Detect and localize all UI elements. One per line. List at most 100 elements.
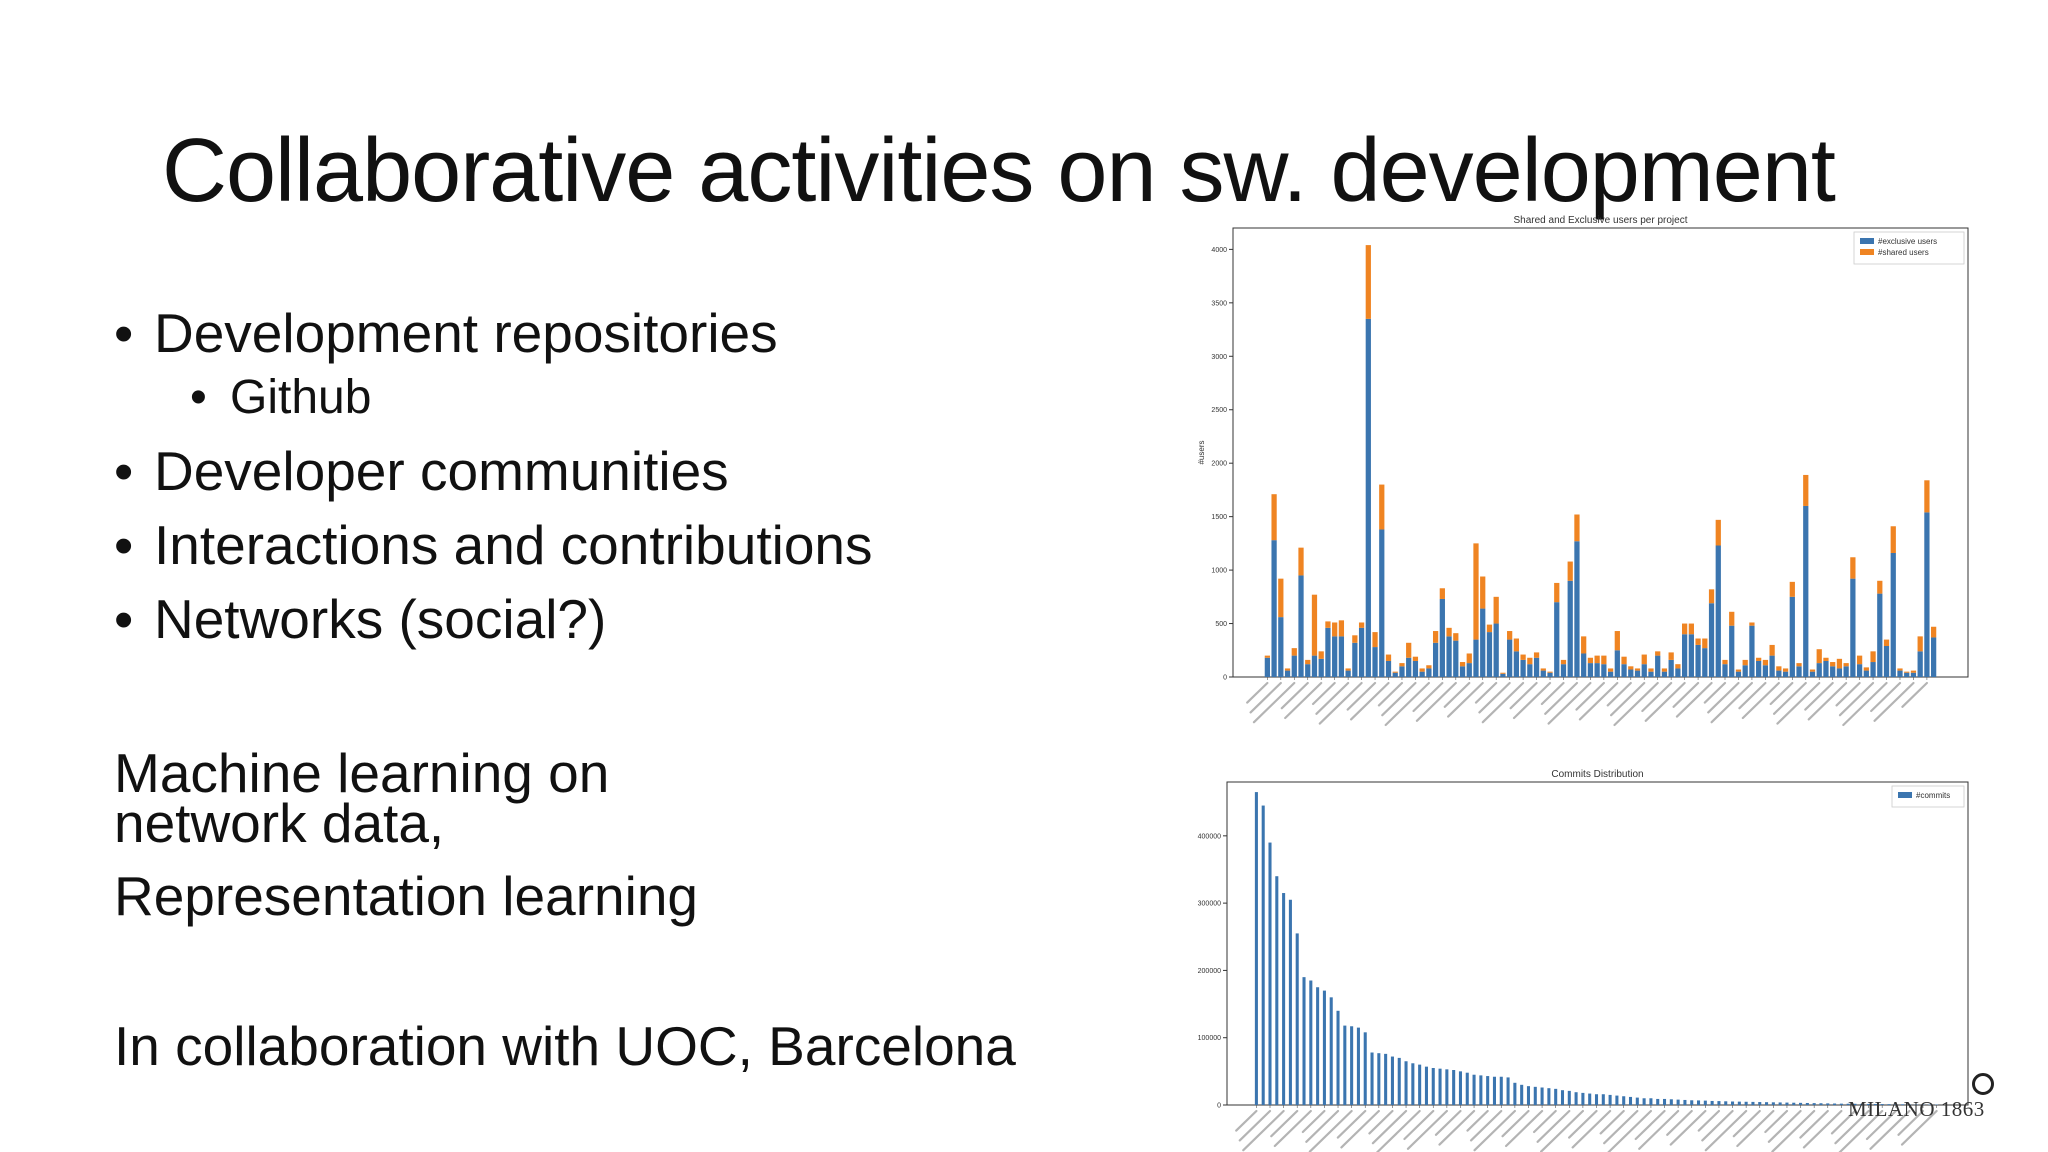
bar-secondary <box>1883 639 1890 646</box>
bar-secondary <box>1863 667 1869 671</box>
x-tick-label-placeholder <box>1873 681 1915 722</box>
x-tick-label-placeholder <box>1466 1109 1489 1132</box>
x-tick-label-placeholder <box>1607 1109 1653 1152</box>
bar-primary <box>1513 1082 1517 1105</box>
legend-label: #shared users <box>1878 248 1929 257</box>
bar-primary <box>1329 997 1333 1105</box>
x-tick-label-placeholder <box>1575 681 1605 711</box>
bar-primary <box>1370 1052 1374 1105</box>
x-tick-label-placeholder <box>1838 1109 1884 1152</box>
x-tick-label-placeholder <box>1474 681 1498 704</box>
bar-secondary <box>1877 580 1883 594</box>
y-axis-label: #users <box>1197 440 1206 464</box>
bar-primary <box>1278 617 1284 677</box>
x-tick-label-placeholder <box>1242 1109 1285 1152</box>
x-tick-label-placeholder <box>1701 1109 1734 1142</box>
bar-primary <box>1901 1104 1905 1105</box>
bar-primary <box>1715 545 1721 677</box>
paragraph-ml-line1: Machine learning on <box>114 742 610 804</box>
bar-primary <box>1385 660 1392 677</box>
bar-secondary <box>1850 557 1856 579</box>
bar-primary <box>1661 671 1668 677</box>
bar-primary <box>1762 665 1769 677</box>
bar-secondary <box>1527 657 1533 665</box>
bar-primary <box>1744 1101 1748 1105</box>
bar-primary <box>1771 1102 1775 1105</box>
bar-primary <box>1809 671 1816 677</box>
x-tick-label-placeholder <box>1802 1109 1843 1149</box>
bar-secondary <box>1291 648 1297 656</box>
bar-primary <box>1656 1098 1660 1105</box>
bar-primary <box>1581 653 1587 677</box>
bar-primary <box>1894 1104 1898 1105</box>
x-tick-label-placeholder <box>1301 1109 1326 1134</box>
x-tick-label-placeholder <box>1767 1109 1802 1143</box>
x-tick-label-placeholder <box>1415 681 1457 722</box>
bar-secondary <box>1655 651 1661 656</box>
bar-secondary <box>1682 623 1688 635</box>
bar-primary <box>1850 578 1856 677</box>
bar-primary <box>1311 655 1318 677</box>
bar-primary <box>1897 670 1903 677</box>
x-tick-label-placeholder <box>1434 1109 1462 1136</box>
bar-secondary <box>1931 626 1937 638</box>
bar-primary <box>1513 651 1519 677</box>
bar-primary <box>1708 603 1715 677</box>
bar-primary <box>1318 658 1324 677</box>
bar-secondary <box>1924 480 1930 513</box>
bar-primary <box>1907 1104 1911 1105</box>
bar-primary <box>1856 664 1863 677</box>
bar-primary <box>1363 1032 1367 1105</box>
bar-primary <box>1765 1102 1769 1105</box>
bar-primary <box>1377 1053 1381 1105</box>
bar-secondary <box>1473 543 1479 640</box>
x-tick-label-placeholder <box>1869 1109 1911 1150</box>
bar-primary <box>1356 1027 1360 1105</box>
bullet-dot: • <box>190 371 207 424</box>
bar-primary <box>1261 805 1265 1105</box>
bar-primary <box>1702 648 1708 677</box>
bar-primary <box>1322 990 1326 1105</box>
x-tick-label-placeholder <box>1280 681 1309 710</box>
bar-primary <box>1676 1099 1680 1105</box>
bar-primary <box>1284 670 1291 677</box>
bar-secondary <box>1614 631 1620 651</box>
bar-secondary <box>1722 659 1728 665</box>
bar-primary <box>1358 627 1365 677</box>
bar-primary <box>1418 1064 1422 1105</box>
bar-primary <box>1805 1102 1809 1105</box>
bar-primary <box>1560 1090 1565 1105</box>
bar-primary <box>1282 893 1286 1105</box>
bar-primary <box>1880 1104 1884 1105</box>
x-tick-label-placeholder <box>1447 681 1484 718</box>
bar-secondary <box>1278 578 1284 618</box>
x-tick-label-placeholder <box>1838 681 1875 717</box>
x-tick-label-placeholder <box>1238 1109 1272 1142</box>
bar-primary <box>1782 671 1789 677</box>
x-tick-label-placeholder <box>1504 1109 1544 1148</box>
bar-primary <box>1298 575 1304 677</box>
bar-secondary <box>1735 669 1742 672</box>
bar-secondary <box>1648 668 1654 672</box>
bar-secondary <box>1264 655 1270 658</box>
bar-secondary <box>1594 655 1600 664</box>
logo-ring-icon <box>1972 1073 1994 1095</box>
bar-primary <box>1836 668 1843 677</box>
bar-primary <box>1608 1094 1612 1105</box>
bar-primary <box>1796 666 1802 677</box>
bar-primary <box>1412 660 1419 677</box>
x-tick-label-placeholder <box>1438 1109 1476 1146</box>
bar-primary <box>1325 627 1331 677</box>
x-tick-label-placeholder <box>1443 681 1471 708</box>
bar-secondary <box>1284 668 1291 671</box>
bar-primary <box>1567 1090 1571 1105</box>
x-tick-label-placeholder <box>1340 1109 1380 1149</box>
bar-primary <box>1372 647 1378 677</box>
bullet-dot: • <box>114 514 134 576</box>
x-tick-label-placeholder <box>1638 1109 1680 1150</box>
bar-secondary <box>1419 668 1425 672</box>
paragraph-collaboration: In collaboration with UOC, Barcelona <box>114 1015 1016 1077</box>
bar-primary <box>1479 1075 1483 1105</box>
bar-primary <box>1826 1103 1830 1105</box>
bar-primary <box>1690 1100 1694 1105</box>
